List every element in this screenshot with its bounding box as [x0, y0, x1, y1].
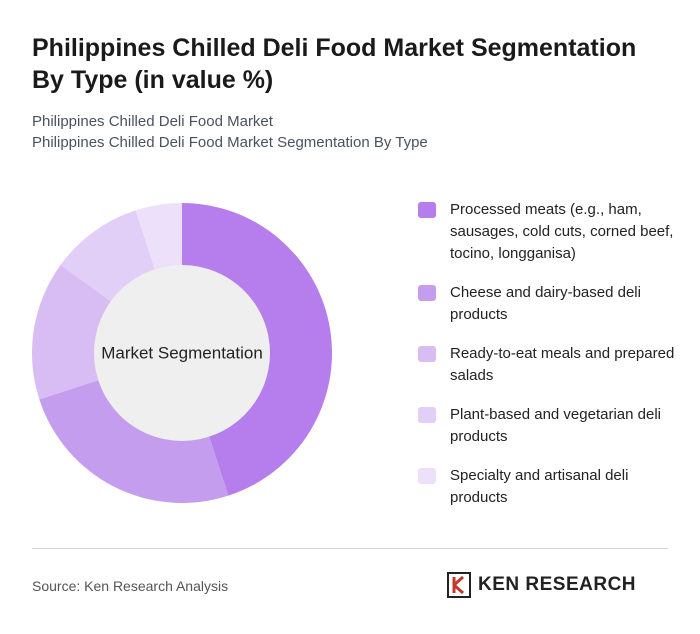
legend-item: Specialty and artisanal deli products [418, 465, 678, 509]
donut-slice [135, 203, 182, 277]
donut-slice [39, 377, 229, 504]
chart-title: Philippines Chilled Deli Food Market Seg… [32, 34, 637, 94]
divider [32, 548, 668, 549]
legend-item: Cheese and dairy-based deli products [418, 282, 678, 326]
donut-chart: Market Segmentation [32, 203, 333, 504]
legend: Processed meats (e.g., ham, sausages, co… [418, 199, 678, 509]
legend-swatch [418, 407, 436, 423]
legend-swatch [418, 202, 436, 218]
legend-label: Cheese and dairy-based deli products [450, 284, 641, 323]
legend-swatch [418, 468, 436, 484]
subtitle: Philippines Chilled Deli Food Market [32, 113, 273, 130]
legend-label: Plant-based and vegetarian deli products [450, 406, 661, 445]
brand-logo-icon [447, 572, 471, 598]
legend-swatch [418, 285, 436, 301]
legend-item: Ready-to-eat meals and prepared salads [418, 343, 678, 387]
center-label: Market Segmentation [101, 343, 263, 362]
brand: KEN RESEARCH [478, 574, 637, 595]
legend-label: Specialty and artisanal deli products [450, 467, 629, 506]
legend-swatch [418, 346, 436, 362]
legend-item: Processed meats (e.g., ham, sausages, co… [418, 199, 678, 265]
donut-hole [94, 265, 270, 441]
legend-item: Plant-based and vegetarian deli products [418, 404, 678, 448]
legend-label: Ready-to-eat meals and prepared salads [450, 345, 675, 384]
legend-label: Processed meats (e.g., ham, sausages, co… [450, 201, 674, 262]
subtitle: Philippines Chilled Deli Food Market Seg… [32, 134, 428, 151]
source: Source: Ken Research Analysis [32, 578, 229, 594]
